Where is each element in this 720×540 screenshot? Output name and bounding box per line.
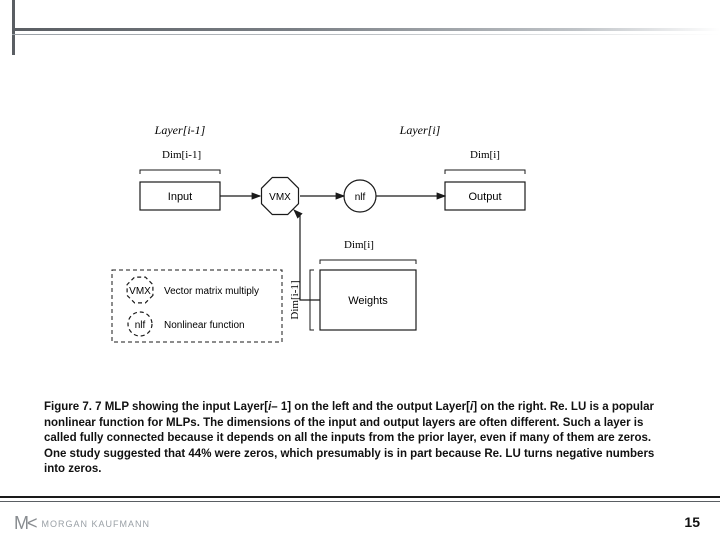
- mlp-diagram: Layer[i-1] Layer[i] Input VMX nlf Output Weigh…: [100, 120, 620, 380]
- svg-text:nlf: nlf: [135, 320, 146, 331]
- publisher-logo: M< MORGAN KAUFMANN: [14, 513, 150, 534]
- slide-top-rule-thin: [12, 34, 720, 35]
- svg-text:Nonlinear function: Nonlinear function: [164, 320, 245, 331]
- svg-text:Input: Input: [168, 191, 192, 203]
- caption-prefix: Figure 7. 7: [44, 401, 105, 413]
- publisher-mark: M<: [14, 513, 36, 534]
- svg-text:Output: Output: [468, 191, 501, 203]
- figure-caption: Figure 7. 7 MLP showing the input Layer[…: [44, 400, 676, 478]
- svg-text:Layer[i]: Layer[i]: [399, 123, 441, 137]
- slide-top-rule: [12, 28, 720, 31]
- svg-text:VMX: VMX: [269, 192, 291, 203]
- svg-text:Dim[i-1]: Dim[i-1]: [289, 280, 301, 319]
- mlp-diagram-svg: Layer[i-1] Layer[i] Input VMX nlf Output Weigh…: [100, 120, 620, 380]
- publisher-sub: MORGAN KAUFMANN: [42, 519, 151, 529]
- svg-text:VMX: VMX: [129, 286, 151, 297]
- svg-text:Dim[i]: Dim[i]: [344, 239, 374, 251]
- svg-text:Weights: Weights: [348, 295, 388, 307]
- svg-text:Layer[i-1]: Layer[i-1]: [154, 123, 206, 137]
- page-number: 15: [684, 514, 700, 530]
- svg-text:Dim[i]: Dim[i]: [470, 149, 500, 161]
- slide-bottom-rule: [0, 496, 720, 498]
- caption-body: MLP showing the input Layer[i– 1] on the…: [44, 401, 654, 475]
- svg-text:Vector matrix multiply: Vector matrix multiply: [164, 286, 259, 297]
- svg-text:Dim[i-1]: Dim[i-1]: [162, 149, 201, 161]
- svg-text:nlf: nlf: [355, 192, 366, 203]
- slide-bottom-rule-thin: [0, 501, 720, 502]
